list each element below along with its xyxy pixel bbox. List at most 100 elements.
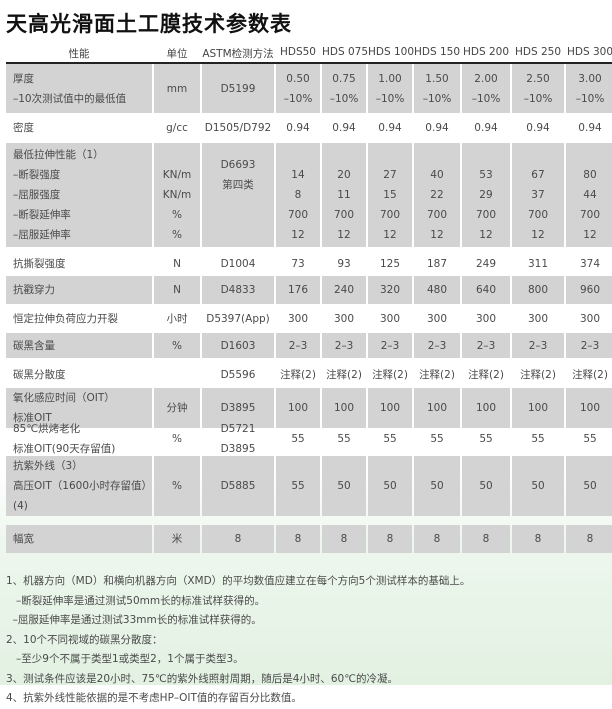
value-cell: 300 bbox=[475, 313, 497, 325]
value-cell: 注释(2) bbox=[520, 368, 556, 381]
value-cell: 55 bbox=[583, 433, 597, 445]
column-header: 性能 bbox=[68, 48, 90, 60]
value-cell: 0.94 bbox=[286, 122, 310, 134]
note-line: 3、测试条件应该是20小时、75℃的紫外线照射周期，随后是4小时、60℃的冷凝。 bbox=[6, 672, 399, 685]
value-cell: 20 11 700 12 bbox=[322, 143, 366, 247]
property-label: 碳黑分散度 bbox=[13, 368, 66, 381]
column-header: 单位 bbox=[166, 48, 188, 60]
value-cell: 注释(2) bbox=[372, 368, 408, 381]
value-cell: 8 bbox=[276, 525, 320, 553]
property-label: 85℃烘烤老化 标准OIT(90天存留值) bbox=[13, 423, 116, 455]
unit-cell bbox=[154, 362, 200, 387]
note-line: 4、抗紫外线性能依据的是不考虑HP–OIT值的存留百分比数值。 bbox=[6, 692, 302, 704]
value-cell: 100 bbox=[512, 388, 564, 428]
value-cell: 73 bbox=[291, 258, 305, 270]
astm-method-cell: D1603 bbox=[202, 333, 274, 358]
astm-method-cell: D3895 bbox=[202, 388, 274, 428]
note-line: –至少9个不属于类型1或类型2，1个属于类型3。 bbox=[6, 653, 244, 665]
column-header: ASTM检测方法 bbox=[202, 48, 274, 60]
value-cell: 注释(2) bbox=[280, 368, 316, 381]
value-cell: 67 37 700 12 bbox=[512, 143, 564, 247]
note-line: 2、10个不同视域的碳黑分散度： bbox=[6, 633, 163, 646]
table-row: 幅宽米 8 8 8 8 8 8 8 8 bbox=[6, 525, 612, 553]
unit-cell: % bbox=[154, 333, 200, 358]
property-label: 恒定拉伸负荷应力开裂 bbox=[13, 313, 118, 325]
unit-cell: KN/m KN/m % % bbox=[154, 143, 200, 247]
property-label: 幅宽 bbox=[6, 525, 152, 553]
value-cell: 300 bbox=[333, 313, 355, 325]
table-row: 抗戳穿力 N D4833 176 240 320 480 640 800 960 bbox=[6, 276, 612, 304]
value-cell: 2–3 bbox=[462, 333, 510, 358]
value-cell: 300 bbox=[379, 313, 401, 325]
unit-cell: 米 bbox=[154, 525, 200, 553]
table-row: 最低拉伸性能（1） –断裂强度 –屈服强度 –断裂延伸率 –屈服延伸率 KN/m… bbox=[6, 143, 612, 247]
property-label: 抗戳穿力 bbox=[6, 276, 152, 304]
value-cell: 8 bbox=[368, 525, 412, 553]
unit-cell: mm bbox=[154, 64, 200, 113]
column-header: HDS 150 bbox=[414, 46, 461, 58]
value-cell: 8 bbox=[322, 525, 366, 553]
column-header: HDS 200 bbox=[462, 46, 510, 58]
footnotes: 1、机器方向（MD）和横向机器方向（XMD）的平均数值应建立在每个方向5个测试样… bbox=[6, 572, 470, 709]
value-cell: 100 bbox=[462, 388, 510, 428]
value-cell: 50 bbox=[512, 456, 564, 516]
value-cell: 300 bbox=[527, 313, 549, 325]
value-cell: 55 bbox=[479, 433, 493, 445]
value-cell: 3.00 –10% bbox=[566, 64, 612, 113]
unit-cell: 小时 bbox=[166, 313, 188, 325]
value-cell: 300 bbox=[426, 313, 448, 325]
value-cell: 640 bbox=[462, 276, 510, 304]
unit-cell: N bbox=[154, 276, 200, 304]
table-row: 85℃烘烤老化 标准OIT(90天存留值)% D5721 D3895 55 55 55 5… bbox=[6, 419, 612, 455]
astm-method-cell: D4833 bbox=[202, 276, 274, 304]
astm-method-cell: D1004 bbox=[220, 258, 256, 270]
value-cell: 187 bbox=[426, 258, 448, 270]
table-row: 厚度 –10次测试值中的最低值 mm D5199 0.50 –10% 0.75 –1… bbox=[6, 64, 612, 113]
value-cell: 53 29 700 12 bbox=[462, 143, 510, 247]
value-cell: 176 bbox=[276, 276, 320, 304]
value-cell: 55 bbox=[276, 456, 320, 516]
value-cell: 100 bbox=[322, 388, 366, 428]
value-cell: 0.94 bbox=[526, 122, 550, 134]
table-row: 恒定拉伸负荷应力开裂 小时 D5397(App) 300 300 300 300 300 300… bbox=[6, 306, 612, 332]
column-header: HDS 100 bbox=[368, 46, 415, 58]
value-cell: 0.94 bbox=[425, 122, 449, 134]
value-cell: 320 bbox=[368, 276, 412, 304]
unit-cell: % bbox=[172, 433, 182, 445]
value-cell: 50 bbox=[414, 456, 460, 516]
value-cell: 2.00 –10% bbox=[462, 64, 510, 113]
property-label: 密度 bbox=[13, 122, 34, 134]
unit-cell: N bbox=[173, 258, 181, 270]
value-cell: 55 bbox=[337, 433, 351, 445]
note-line: –屈服延伸率是通过测试33mm长的标准试样获得的。 bbox=[6, 614, 262, 626]
property-label: 抗紫外线（3） 高压OIT（1600小时存留值）(4) bbox=[6, 456, 152, 516]
table-row: 氧化感应时间（OIT） 标准OIT 分钟 D3895 100 100 100 100 100 1… bbox=[6, 388, 612, 428]
value-cell: 100 bbox=[414, 388, 460, 428]
value-cell: 2–3 bbox=[322, 333, 366, 358]
value-cell: 300 bbox=[287, 313, 309, 325]
value-cell: 80 44 700 12 bbox=[566, 143, 612, 247]
astm-method-cell: D5721 D3895 bbox=[220, 423, 256, 455]
table-row: 密度 g/cc D1505/D792 0.94 0.94 0.94 0.94 0.94 0.94… bbox=[6, 115, 612, 141]
value-cell: 8 bbox=[462, 525, 510, 553]
value-cell: 8 bbox=[414, 525, 460, 553]
value-cell: 50 bbox=[566, 456, 612, 516]
value-cell: 960 bbox=[566, 276, 612, 304]
value-cell: 55 bbox=[531, 433, 545, 445]
property-label: 最低拉伸性能（1） –断裂强度 –屈服强度 –断裂延伸率 –屈服延伸率 bbox=[6, 143, 152, 247]
value-cell: 311 bbox=[527, 258, 549, 270]
value-cell: 374 bbox=[579, 258, 601, 270]
value-cell: 55 bbox=[430, 433, 444, 445]
value-cell: 0.75 –10% bbox=[322, 64, 366, 113]
property-label: 厚度 –10次测试值中的最低值 bbox=[6, 64, 152, 113]
astm-method-cell: D5885 bbox=[202, 456, 274, 516]
value-cell: 93 bbox=[337, 258, 351, 270]
value-cell: 27 15 700 12 bbox=[368, 143, 412, 247]
value-cell: 0.94 bbox=[332, 122, 356, 134]
value-cell: 125 bbox=[379, 258, 401, 270]
value-cell: 注释(2) bbox=[419, 368, 455, 381]
value-cell: 800 bbox=[512, 276, 564, 304]
property-label: 碳黑含量 bbox=[6, 333, 152, 358]
value-cell: 50 bbox=[462, 456, 510, 516]
value-cell: 8 bbox=[566, 525, 612, 553]
